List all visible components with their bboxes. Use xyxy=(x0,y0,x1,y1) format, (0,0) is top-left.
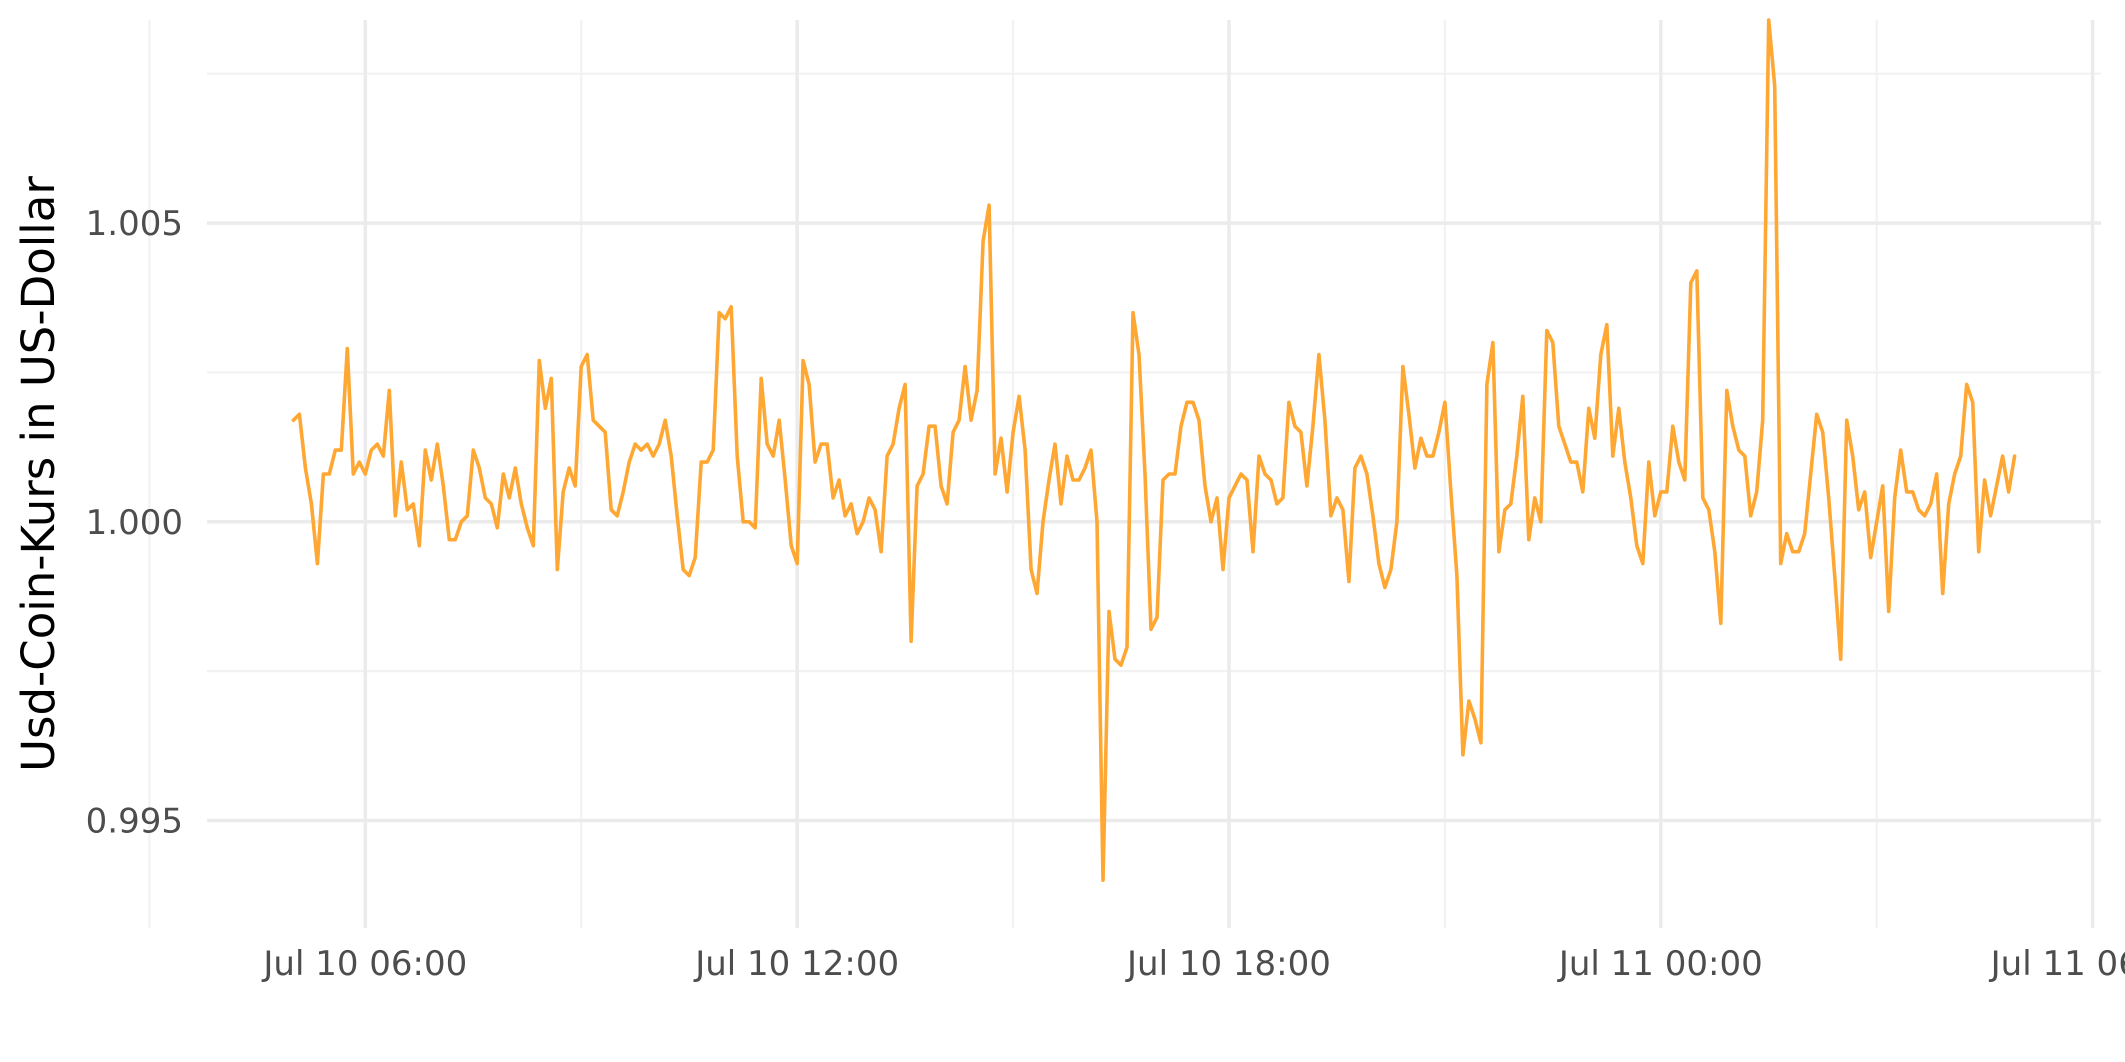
x-tick-label: Jul 11 00:00 xyxy=(1557,944,1763,984)
price-series-line-0 xyxy=(291,18,2017,883)
series-layer xyxy=(291,18,2017,883)
y-tick-label: 0.995 xyxy=(86,801,183,841)
x-tick-label: Jul 10 06:00 xyxy=(261,944,467,984)
x-tick-label: Jul 10 12:00 xyxy=(693,944,899,984)
y-axis-ticks: 0.995 1.000 1.005 xyxy=(86,204,183,841)
y-axis-title: Usd-Coin-Kurs in US-Dollar xyxy=(12,176,65,772)
y-tick-label: 1.005 xyxy=(86,204,183,244)
grid xyxy=(148,20,2101,928)
x-axis-ticks: Jul 10 06:00 Jul 10 12:00 Jul 10 18:00 Jul … xyxy=(261,944,2125,984)
x-tick-label: Jul 10 18:00 xyxy=(1125,944,1331,984)
y-tick-label: 1.000 xyxy=(86,503,183,543)
x-tick-label: Jul 11 06:00 xyxy=(1989,944,2125,984)
